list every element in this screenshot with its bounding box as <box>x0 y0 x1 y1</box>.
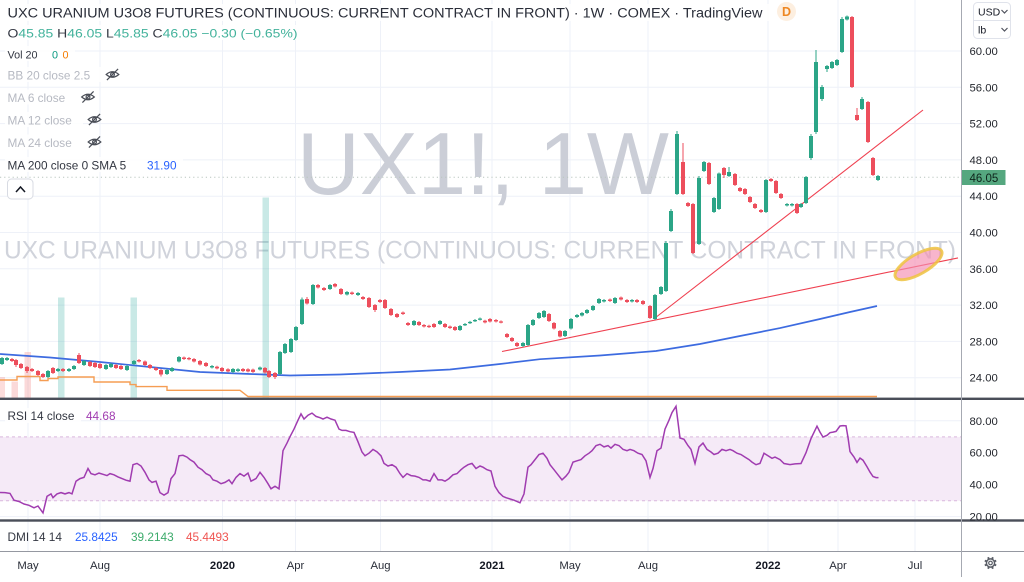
svg-text:25.8425: 25.8425 <box>75 530 118 544</box>
svg-text:MA 200 close 0 SMA 531.90: MA 200 close 0 SMA 5 31.90 <box>8 158 177 172</box>
svg-text:20.00: 20.00 <box>970 512 998 524</box>
svg-text:USD: USD <box>978 7 1001 19</box>
svg-text:2020: 2020 <box>210 560 235 572</box>
svg-text:39.2143: 39.2143 <box>131 530 174 544</box>
svg-text:May: May <box>17 560 39 572</box>
svg-text:Aug: Aug <box>638 560 658 572</box>
svg-text:RSI 14 close: RSI 14 close <box>8 409 75 423</box>
svg-text:44.00: 44.00 <box>970 191 998 203</box>
svg-text:24.00: 24.00 <box>970 373 998 385</box>
svg-text:Apr: Apr <box>287 560 305 572</box>
svg-text:40.00: 40.00 <box>970 480 998 492</box>
svg-text:UXC URANIUM U3O8 FUTURES (CONT: UXC URANIUM U3O8 FUTURES (CONTINUOUS: CU… <box>4 237 956 265</box>
svg-text:45.4493: 45.4493 <box>186 530 229 544</box>
svg-text:52.00: 52.00 <box>970 119 998 131</box>
svg-text:46.05: 46.05 <box>970 173 999 185</box>
svg-text:32.00: 32.00 <box>970 300 998 312</box>
svg-text:44.68: 44.68 <box>86 409 116 423</box>
svg-text:D: D <box>782 5 791 19</box>
svg-text:60.00: 60.00 <box>970 46 998 58</box>
svg-text:MA 6 close: MA 6 close <box>8 91 66 105</box>
svg-text:60.00: 60.00 <box>970 448 998 460</box>
svg-text:2022: 2022 <box>755 560 780 572</box>
svg-text:48.00: 48.00 <box>970 155 998 167</box>
svg-text:MA 24 close: MA 24 close <box>8 136 73 150</box>
svg-text:UX1!, 1W: UX1!, 1W <box>297 114 669 213</box>
svg-text:56.00: 56.00 <box>970 82 998 94</box>
svg-text:28.00: 28.00 <box>970 336 998 348</box>
svg-text:Aug: Aug <box>370 560 390 572</box>
svg-text:lb: lb <box>978 25 986 37</box>
svg-text:2021: 2021 <box>479 560 504 572</box>
svg-text:Jul: Jul <box>908 560 922 572</box>
svg-text:May: May <box>559 560 581 572</box>
svg-text:80.00: 80.00 <box>970 416 998 428</box>
svg-text:40.00: 40.00 <box>970 228 998 240</box>
svg-text:DMI 14 14: DMI 14 14 <box>8 530 63 544</box>
svg-text:UXC URANIUM U3O8 FUTURES (CONT: UXC URANIUM U3O8 FUTURES (CONTINUOUS: CU… <box>8 6 764 22</box>
svg-text:BB 20 close 2.5: BB 20 close 2.5 <box>8 68 91 82</box>
svg-text:Aug: Aug <box>90 560 110 572</box>
svg-text:36.00: 36.00 <box>970 264 998 276</box>
svg-text:Apr: Apr <box>829 560 847 572</box>
svg-text:MA 12 close: MA 12 close <box>8 113 73 127</box>
svg-text:O45.85 H46.05 L45.85 C46.05 −0: O 45.85 H 46.05 L 45.85 C 46.05 −0.30 (−0.65… <box>8 26 298 40</box>
